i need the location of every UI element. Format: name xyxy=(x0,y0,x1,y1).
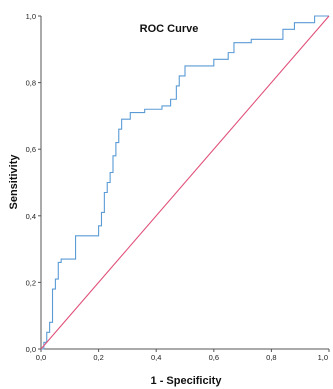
x-tick-label: 0,8 xyxy=(266,353,276,362)
y-tick-label: 0,2 xyxy=(26,278,36,287)
y-tick-label: 0,0 xyxy=(26,345,36,354)
y-tick-label: 0,6 xyxy=(26,145,36,154)
x-tick-label: 1,0 xyxy=(318,353,328,362)
x-tick-label: 0,4 xyxy=(151,353,161,362)
x-tick-label: 0,6 xyxy=(209,353,219,362)
x-tick-label: 0,2 xyxy=(93,353,103,362)
x-axis-label: 1 - Specificity xyxy=(151,375,223,387)
y-tick-label: 1,0 xyxy=(26,12,36,21)
chart-title: ROC Curve xyxy=(140,23,199,35)
y-axis-label: Sensitivity xyxy=(8,154,20,210)
reference-line xyxy=(40,15,330,350)
roc-curve-line xyxy=(41,15,329,350)
y-tick-label: 0,4 xyxy=(26,212,36,221)
y-tick-label: 0,8 xyxy=(26,79,36,88)
x-tick-label: 0,0 xyxy=(36,353,46,362)
